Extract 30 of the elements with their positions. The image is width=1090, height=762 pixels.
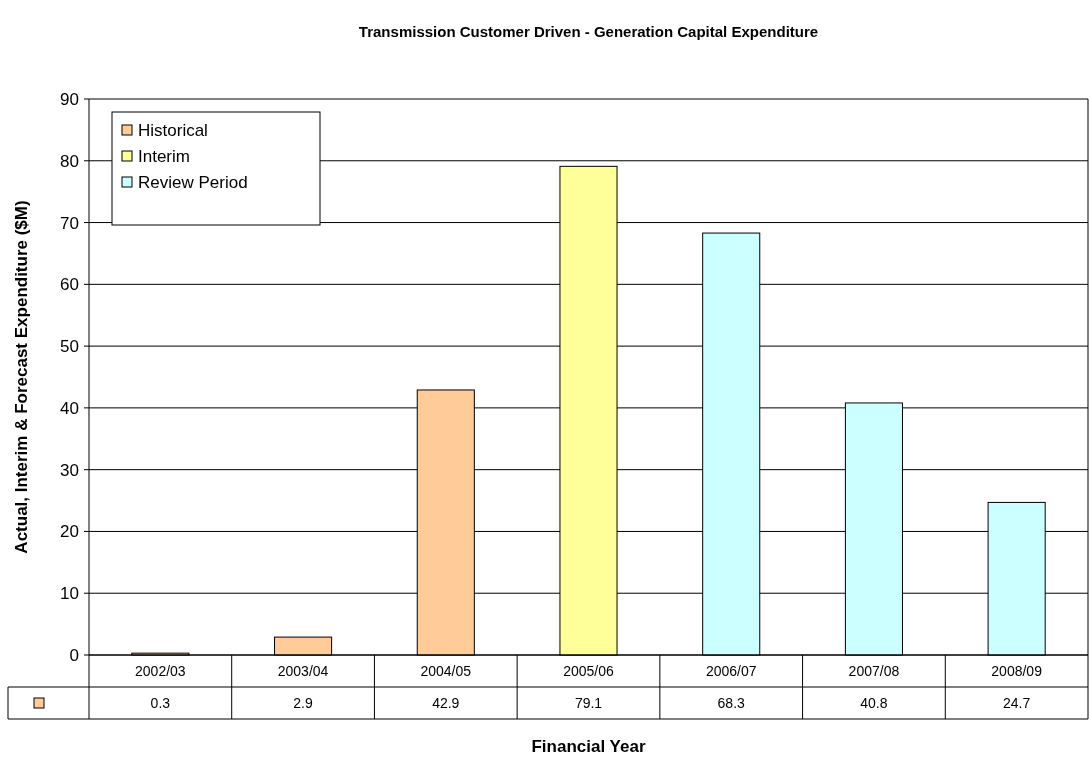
- data-label: 2.9: [293, 694, 314, 711]
- data-label: 0.3: [150, 694, 171, 711]
- legend-label: Interim: [138, 146, 190, 166]
- y-tick-label: 70: [60, 213, 79, 233]
- y-tick-label: 90: [60, 89, 79, 109]
- data-label: 68.3: [717, 694, 746, 711]
- data-label: 42.9: [432, 694, 460, 711]
- legend-label: Historical: [138, 120, 208, 140]
- data-label: 40.8: [860, 694, 888, 711]
- legend-label: Review Period: [138, 172, 248, 192]
- y-tick-label: 50: [60, 337, 79, 357]
- x-tick-label: 2007/08: [848, 662, 900, 679]
- x-tick-label: 2005/06: [563, 662, 615, 679]
- y-tick-label: 80: [60, 151, 79, 171]
- y-tick-label: 40: [60, 398, 79, 418]
- y-tick-label: 20: [60, 522, 79, 542]
- x-tick-label: 2003/04: [277, 662, 329, 679]
- chart-title: Transmission Customer Driven - Generation Capital Expenditure: [358, 23, 819, 40]
- data-label: 79.1: [574, 694, 603, 711]
- y-tick-label: 10: [60, 584, 79, 604]
- data-label: 24.7: [1003, 694, 1031, 711]
- x-tick-label: 2004/05: [420, 662, 472, 679]
- x-axis-title: Financial Year: [531, 737, 646, 756]
- y-tick-label: 0: [69, 645, 79, 665]
- x-tick-label: 2008/09: [991, 662, 1043, 679]
- x-tick-label: 2006/07: [705, 662, 757, 679]
- x-tick-label: 2002/03: [135, 662, 186, 679]
- y-tick-label: 30: [60, 460, 79, 480]
- y-tick-label: 60: [60, 275, 79, 295]
- y-axis-title: Actual, Interim & Forecast Expenditure ($M): [12, 200, 31, 554]
